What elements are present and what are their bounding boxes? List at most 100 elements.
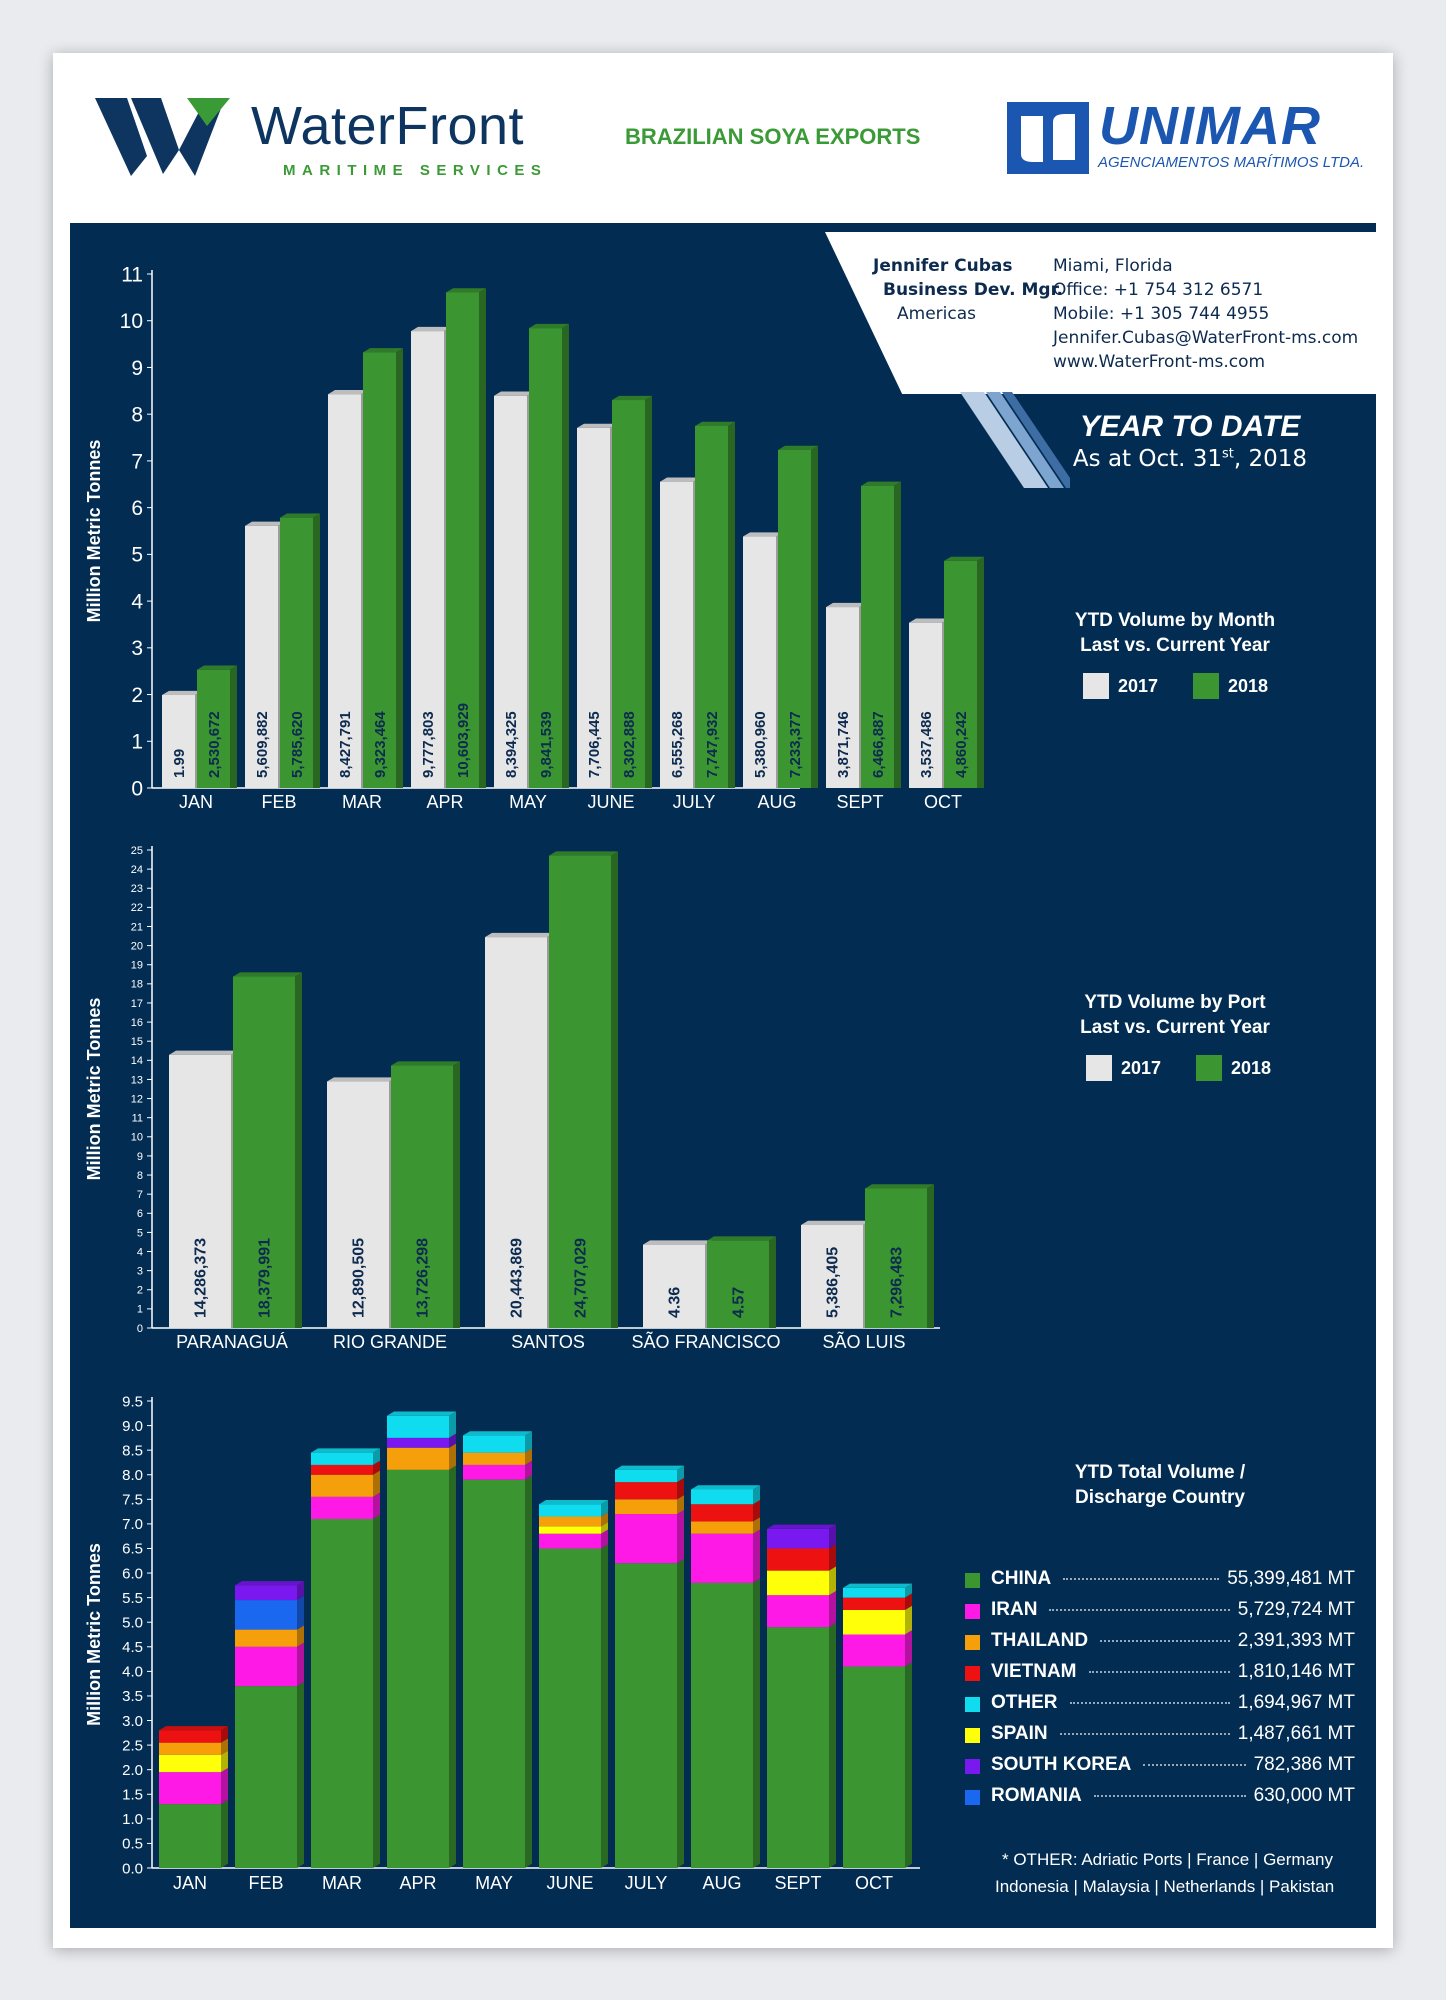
contact-mobile[interactable]: Mobile: +1 305 744 4955 [1053,304,1270,324]
y-tick-label: 6.5 [122,1541,143,1558]
country-name: ROMANIA [991,1785,1082,1806]
contact-name: Jennifer Cubas [873,256,1013,276]
bar-2017-são francisco [643,1244,705,1328]
y-tick-label: 2 [137,1285,143,1297]
note-other-line2: Indonesia | Malaysia | Netherlands | Pak… [995,1877,1335,1896]
country-swatch [965,1759,980,1774]
y-tick-label: 14 [131,1055,143,1067]
contact-office: Office: +1 754 312 6571 [1053,280,1264,300]
y-tick-label: 1.0 [122,1811,143,1828]
y-tick-label: 9 [137,1151,143,1163]
seg-iran-mar [311,1496,373,1519]
bar-2018-oct-top [944,556,984,561]
contact-email[interactable]: Jennifer.Cubas@WaterFront-ms.com [1053,328,1359,348]
contact-card [825,232,1376,394]
x-tick-label: APR [426,792,463,812]
bar-2018-may-top [529,323,569,329]
bar-2018-paranaguá-side [295,972,302,1328]
data-label: 7,706,445 [586,711,603,778]
seg-other-july [615,1469,677,1483]
data-label: 5,380,960 [752,711,769,778]
seg-china-june [539,1548,601,1868]
contact-website[interactable]: www.WaterFront-ms.com [1053,352,1266,372]
bar-2017-sept [826,607,859,788]
seg-thailand-side [677,1495,684,1515]
seg-iran-side [753,1529,760,1583]
chart2-title: YTD Volume by Port Last vs. Current Year [1045,990,1305,1040]
seg-china-side [905,1662,912,1868]
country-row-spain: SPAIN 1,487,661 MT [965,1723,1355,1749]
bar-2018-may [529,328,562,788]
seg-china-side [677,1559,684,1868]
bar-2018-aug-side [811,445,818,788]
data-label: 8,427,791 [337,711,354,778]
y-tick-label: 12 [131,1093,143,1105]
seg-spain-side [905,1605,912,1635]
ytd-title: YEAR TO DATE [1079,410,1301,443]
data-label: 5,386,405 [825,1247,842,1318]
country-volume: 5,729,724 MT [1237,1599,1355,1620]
ytd-as-at: As at Oct. 31st, 2018 [1060,446,1320,472]
seg-china-july [615,1563,677,1868]
bar-2018-apr-top [446,288,486,293]
bar-2018-paranaguá [233,976,295,1328]
waterfront-subtitle: MARITIME SERVICES [283,162,548,179]
chart2-legend-2017: 2017 [1121,1058,1162,1078]
unimar-subtitle: AGENCIAMENTOS MARÍTIMOS LTDA. [1098,154,1365,171]
data-label: 9,777,803 [420,711,437,778]
x-tick-label: AUG [757,792,796,812]
seg-china-side [829,1622,836,1868]
bar-2017-mar [328,394,361,788]
seg-vietnam-side [221,1726,228,1743]
x-tick-label: MAY [509,792,547,812]
y-tick-label: 1.5 [122,1787,143,1804]
seg-iran-aug [691,1533,753,1583]
seg-iran-feb [235,1646,297,1687]
stack-top [311,1448,380,1453]
bar-2017-oct-top [909,618,949,623]
chart1-legend-2017: 2017 [1118,676,1159,696]
bar-2018-may-side [562,323,569,788]
country-swatch [965,1728,980,1743]
y-tick-label: 2.0 [122,1762,143,1779]
seg-china-oct [843,1666,905,1868]
bar-2017-rio grande-top [327,1077,396,1082]
seg-iran-side [905,1630,912,1667]
country-volume: 630,000 MT [1253,1785,1355,1806]
y-tick-label: 11 [121,263,143,286]
country-swatch [965,1573,980,1588]
bar-2018-july-top [695,421,735,426]
bar-2018-aug-top [778,445,818,451]
seg-thailand-feb [235,1629,297,1647]
bar-2017-apr-top [411,326,451,332]
seg-vietnam-aug [691,1504,753,1522]
bar-2017-jan [162,695,195,788]
bar-2018-mar-side [396,348,403,788]
x-tick-label: APR [399,1873,436,1893]
country-row-other: OTHER 1,694,967 MT [965,1692,1355,1718]
bar-2018-santos-top [549,851,618,856]
x-tick-label: PARANAGUÁ [176,1332,288,1352]
chart2-title-line1: YTD Volume by Port [1084,992,1266,1013]
country-volume: 1,810,146 MT [1237,1661,1355,1682]
y-tick-label: 1 [137,1304,143,1316]
seg-spain-side [829,1566,836,1596]
country-volume: 1,694,967 MT [1237,1692,1355,1713]
y-tick-label: 4 [131,590,143,613]
chart1-title-line2: Last vs. Current Year [1080,635,1270,656]
y-tick-label: 9.0 [122,1418,143,1435]
country-swatch [965,1666,980,1681]
bar-2017-may-top [494,391,534,396]
seg-thailand-aug [691,1521,753,1534]
bar-2018-feb-side [313,513,320,788]
seg-iran-oct [843,1634,905,1667]
seg-china-may [463,1479,525,1868]
data-label: 9,841,539 [538,711,555,778]
y-tick-label: 24 [131,864,143,876]
bar-2017-feb-top [245,521,285,526]
seg-iran-july [615,1514,677,1564]
seg-iran-side [373,1492,380,1519]
stack-top [843,1583,912,1588]
bar-2018-mar-top [363,348,403,353]
bar-2017-june-top [577,423,617,428]
